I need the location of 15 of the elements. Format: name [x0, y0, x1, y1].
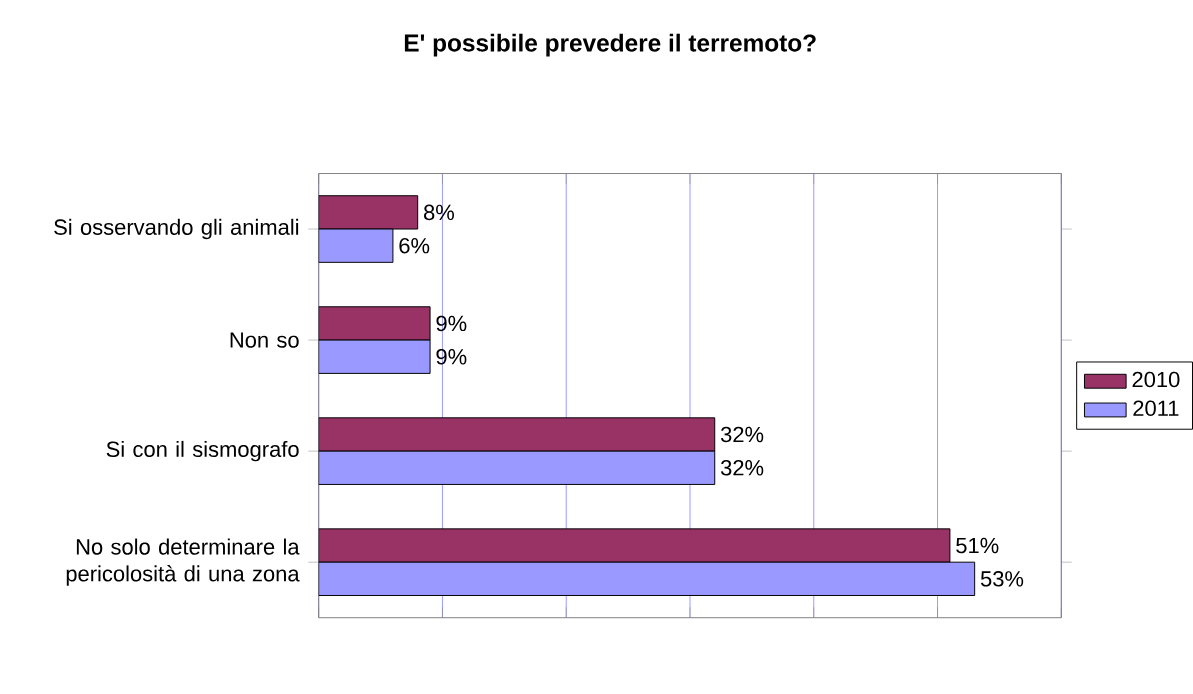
y-tick-label: Non so — [230, 332, 299, 348]
y-tick-label: No solo determinare la pericolosità di una zona — [66, 538, 300, 586]
data-label: 6% — [399, 237, 430, 254]
chart-title: E' possibile prevedere il terremoto? — [404, 33, 816, 57]
data-label: 53% — [980, 571, 1024, 587]
data-label: 9% — [436, 348, 467, 365]
y-tick-label: Si osservando gli animali — [54, 218, 299, 240]
legend-label: 2010 — [1132, 371, 1180, 388]
legend-label: 2011 — [1133, 400, 1179, 417]
data-label: 8% — [424, 204, 455, 221]
y-tick-label: Si con il sismografo — [106, 440, 299, 462]
data-label: 51% — [956, 537, 999, 554]
data-label: 32% — [720, 426, 764, 443]
data-label: 32% — [720, 459, 764, 476]
data-label: 9% — [436, 315, 467, 332]
